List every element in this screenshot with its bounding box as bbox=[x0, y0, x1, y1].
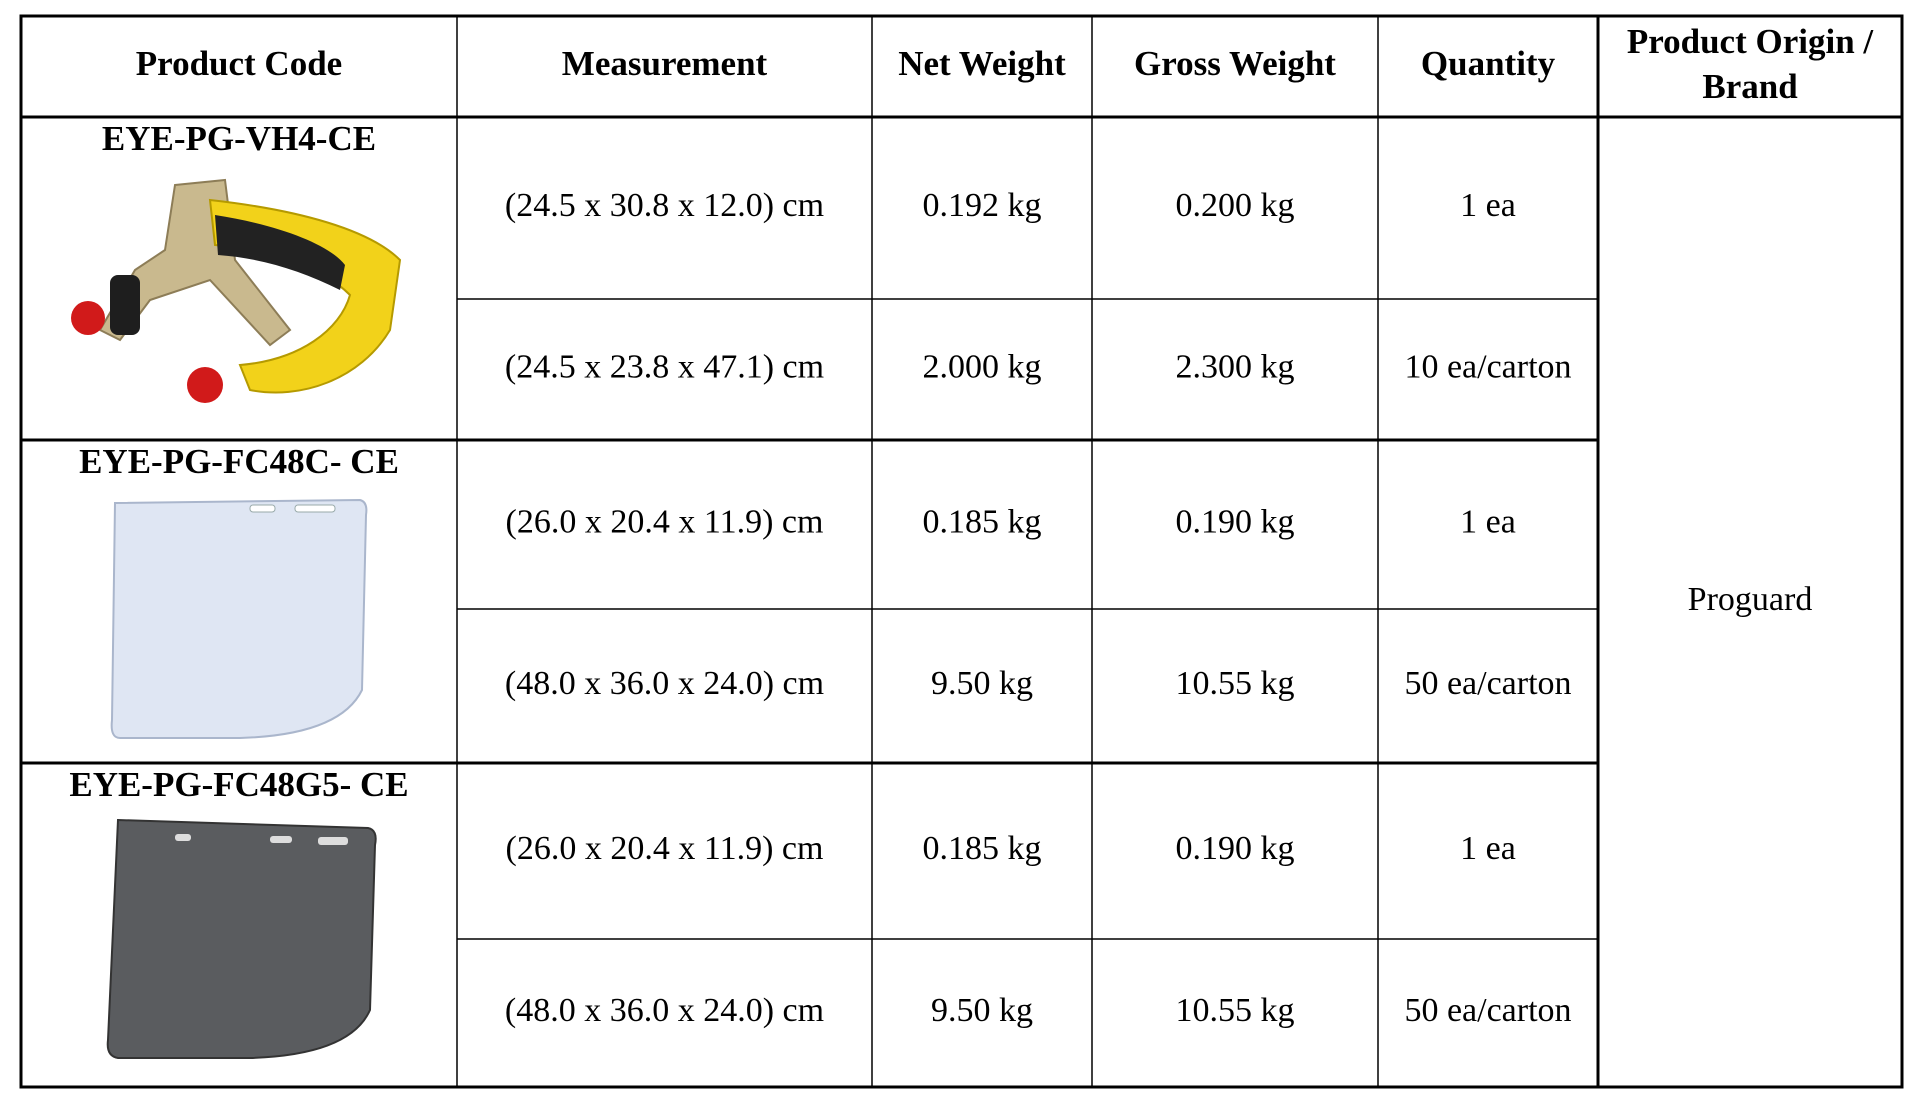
header-cell: Net Weight bbox=[898, 44, 1066, 83]
cell-text: (26.0 x 20.4 x 11.9) cm bbox=[506, 830, 824, 867]
cell-text: 1 ea bbox=[1460, 503, 1516, 540]
clear-visor-image bbox=[110, 498, 368, 739]
cell-text: 0.190 kg bbox=[1176, 503, 1295, 540]
cell-text: 0.185 kg bbox=[923, 830, 1042, 867]
cell-text: 0.200 kg bbox=[1176, 187, 1295, 224]
table-border bbox=[19, 14, 1904, 1089]
header-line: Product Origin / bbox=[1627, 22, 1875, 61]
product-code: EYE-PG-FC48G5- CE bbox=[69, 765, 408, 804]
cell-text: 50 ea/carton bbox=[1404, 992, 1571, 1029]
header-line: Brand bbox=[1702, 67, 1798, 106]
cell-text: (48.0 x 36.0 x 24.0) cm bbox=[505, 992, 824, 1029]
cell-text: 0.190 kg bbox=[1176, 830, 1295, 867]
header-cell: Gross Weight bbox=[1134, 44, 1336, 83]
header-cell: Product Code bbox=[136, 44, 342, 83]
cell-text: (24.5 x 23.8 x 47.1) cm bbox=[505, 348, 824, 385]
cell-text: 2.300 kg bbox=[1176, 348, 1295, 385]
cell-text: 9.50 kg bbox=[931, 665, 1033, 702]
cell-text: 10.55 kg bbox=[1176, 992, 1295, 1029]
headgear-image bbox=[71, 178, 402, 403]
cell-text: 1 ea bbox=[1460, 830, 1516, 867]
header-cell: Quantity bbox=[1421, 44, 1556, 83]
cell-text: 1 ea bbox=[1460, 187, 1516, 224]
cell-text: 0.192 kg bbox=[923, 187, 1042, 224]
header-cell: Product Origin / Brand bbox=[1627, 22, 1875, 106]
cell-text: 0.185 kg bbox=[923, 503, 1042, 540]
product-code: EYE-PG-VH4-CE bbox=[102, 119, 376, 158]
cell-text: (48.0 x 36.0 x 24.0) cm bbox=[505, 665, 824, 702]
cell-text: 10 ea/carton bbox=[1404, 348, 1571, 385]
cell-text: 10.55 kg bbox=[1176, 665, 1295, 702]
product-code: EYE-PG-FC48C- CE bbox=[79, 442, 399, 481]
header-cell: Measurement bbox=[562, 44, 768, 83]
brand: Proguard bbox=[1688, 581, 1813, 618]
cell-text: 2.000 kg bbox=[923, 348, 1042, 385]
cell-text: (26.0 x 20.4 x 11.9) cm bbox=[506, 503, 824, 540]
cell-text: (24.5 x 30.8 x 12.0) cm bbox=[505, 187, 824, 224]
dark-visor-image bbox=[106, 818, 377, 1059]
cell-text: 9.50 kg bbox=[931, 992, 1033, 1029]
cell-text: 50 ea/carton bbox=[1404, 665, 1571, 702]
